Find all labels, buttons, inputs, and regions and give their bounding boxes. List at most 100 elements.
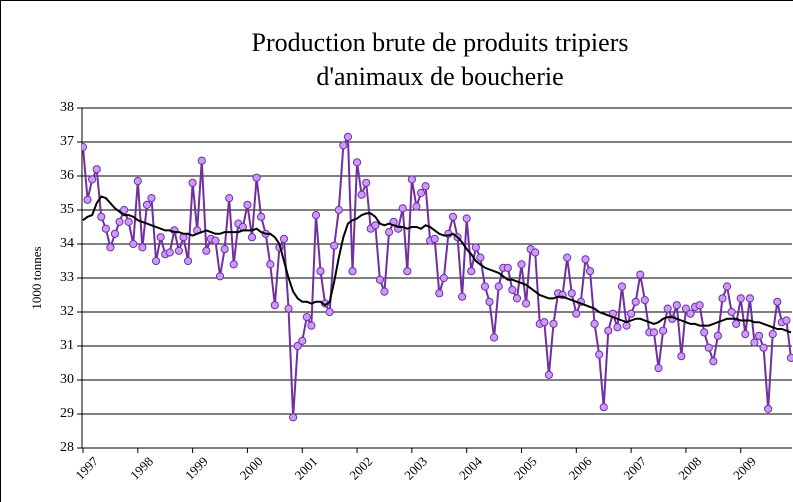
data-point <box>467 267 476 276</box>
y-tick-label: 34 <box>60 236 74 251</box>
data-point <box>380 287 389 296</box>
y-tick-label: 36 <box>60 168 74 183</box>
series-line <box>82 195 792 334</box>
data-point <box>403 267 412 276</box>
y-tick-label: 28 <box>60 440 74 455</box>
data-point <box>430 234 439 243</box>
data-point <box>663 304 672 313</box>
data-point <box>343 132 353 141</box>
data-point <box>257 212 266 221</box>
data-point <box>421 182 430 191</box>
data-point <box>174 246 184 255</box>
data-point <box>736 294 745 303</box>
data-point <box>681 304 691 313</box>
data-point <box>339 141 348 150</box>
data-point <box>732 319 741 328</box>
data-point <box>270 301 279 310</box>
data-point <box>659 326 668 335</box>
data-point <box>700 328 709 337</box>
data-point <box>636 270 645 279</box>
chart-title: d'animaux de boucherie <box>316 62 563 91</box>
data-point <box>549 319 558 328</box>
data-point <box>713 331 723 340</box>
data-point <box>384 228 394 237</box>
data-point <box>398 204 407 213</box>
data-point <box>750 338 759 347</box>
data-point <box>768 330 777 339</box>
data-point <box>458 292 467 301</box>
data-point <box>129 239 138 249</box>
data-point <box>183 256 193 266</box>
data-point <box>695 301 704 310</box>
data-point <box>727 307 736 317</box>
data-point <box>672 301 681 310</box>
data-point <box>133 177 142 186</box>
data-point <box>722 282 732 291</box>
data-point <box>759 343 768 352</box>
data-point <box>115 217 124 226</box>
data-point <box>631 297 640 306</box>
data-point <box>590 319 599 328</box>
data-point <box>375 275 385 284</box>
data-point <box>654 364 663 373</box>
data-point <box>617 282 627 291</box>
data-point <box>407 175 416 184</box>
data-point <box>348 267 357 276</box>
data-point <box>151 256 161 266</box>
data-point <box>508 285 517 294</box>
y-axis-label: 1000 tonnes <box>29 246 44 309</box>
data-point <box>215 272 225 281</box>
data-point <box>512 294 522 303</box>
data-point <box>371 221 380 230</box>
data-point <box>786 353 793 362</box>
data-point <box>279 234 289 243</box>
y-tick-label: 37 <box>60 134 74 149</box>
chart-title: Production brute de produits tripiers <box>252 28 629 57</box>
data-point <box>225 194 234 203</box>
data-point <box>754 331 764 340</box>
data-point <box>476 253 485 262</box>
data-point <box>156 233 165 242</box>
data-point <box>138 243 147 252</box>
data-point <box>531 248 540 257</box>
data-point <box>101 224 110 233</box>
data-point <box>110 229 120 238</box>
data-point <box>604 326 613 335</box>
data-point <box>572 309 581 318</box>
data-point <box>334 205 343 215</box>
data-point <box>764 404 773 413</box>
data-point <box>284 304 293 313</box>
data-point <box>595 350 604 359</box>
y-tick-label: 30 <box>60 372 74 387</box>
data-point <box>229 260 238 269</box>
data-point <box>311 211 321 220</box>
data-point <box>352 158 362 167</box>
data-point <box>517 260 526 269</box>
data-point <box>83 195 92 204</box>
data-point <box>613 323 622 332</box>
data-point <box>293 341 302 351</box>
data-point <box>677 352 686 361</box>
data-point <box>120 205 129 215</box>
data-point <box>627 309 636 318</box>
data-point <box>325 307 334 317</box>
data-point <box>106 243 115 252</box>
data-point <box>503 263 512 272</box>
data-point <box>188 178 197 187</box>
data-point <box>448 212 458 221</box>
data-point <box>704 343 713 352</box>
data-point <box>142 200 152 209</box>
y-tick-label: 38 <box>60 100 74 115</box>
data-point <box>773 297 782 306</box>
data-point <box>439 273 448 283</box>
data-point <box>741 330 750 339</box>
data-point <box>307 321 316 330</box>
data-point <box>243 200 252 209</box>
data-point <box>124 217 133 226</box>
data-point <box>202 246 211 255</box>
data-point <box>649 328 659 337</box>
data-point <box>266 260 275 269</box>
data-point <box>686 309 695 318</box>
data-point <box>563 253 572 262</box>
data-point <box>92 165 101 174</box>
